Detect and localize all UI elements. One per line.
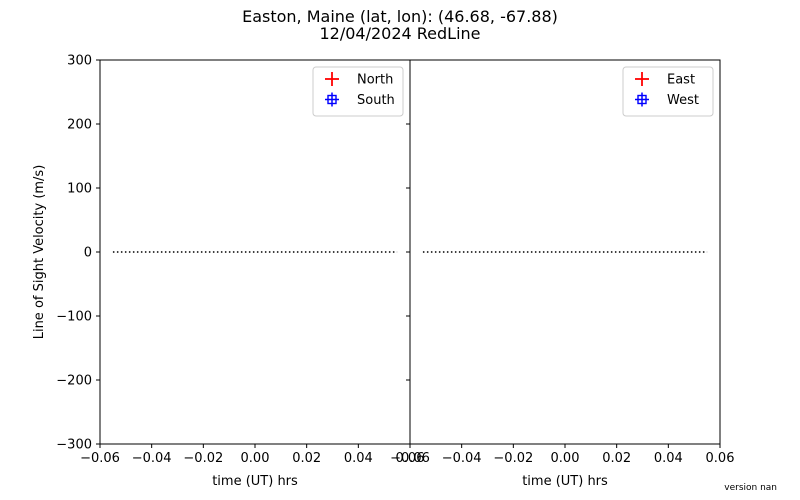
legend: East West xyxy=(622,66,714,117)
plot-frame xyxy=(409,59,721,445)
x-tick-label: −0.02 xyxy=(493,451,533,466)
x-tick-label: 0.06 xyxy=(706,451,735,466)
chart-title: Easton, Maine (lat, lon): (46.68, -67.88… xyxy=(242,7,558,26)
y-tick-label: 300 xyxy=(67,54,92,69)
x-tick-label: −0.02 xyxy=(183,451,223,466)
legend: North South xyxy=(312,66,404,117)
plot-frame xyxy=(99,59,411,445)
x-tick-label: 0.00 xyxy=(241,451,270,466)
y-tick-label: −100 xyxy=(56,310,92,325)
x-tick-label: 0.00 xyxy=(551,451,580,466)
version-label: version nan xyxy=(724,483,777,493)
y-tick-label: 0 xyxy=(84,246,92,261)
y-tick-label: 200 xyxy=(67,118,92,133)
north-south-panel: −0.06 −0.04 −0.02 0.00 0.02 0.04 0.06 −300 −200 −… xyxy=(32,54,424,490)
legend-label: South xyxy=(357,93,395,108)
y-tick-label: −300 xyxy=(56,438,92,453)
legend-label: East xyxy=(667,73,695,88)
x-axis-label: time (UT) hrs xyxy=(212,474,298,489)
x-tick-label: 0.02 xyxy=(292,451,321,466)
y-tick-label: 100 xyxy=(67,182,92,197)
x-tick-label: 0.02 xyxy=(602,451,631,466)
x-tick-label: −0.04 xyxy=(132,451,172,466)
x-axis-label: time (UT) hrs xyxy=(522,474,608,489)
y-tick-label: −200 xyxy=(56,374,92,389)
legend-marker-square xyxy=(637,94,647,105)
legend-label: North xyxy=(357,73,393,88)
legend-marker-square xyxy=(327,94,337,105)
x-tick-label: −0.04 xyxy=(442,451,482,466)
x-tick-label: 0.04 xyxy=(654,451,683,466)
east-west-panel: −0.06 −0.04 −0.02 0.00 0.02 0.04 0.06 time (UT)… xyxy=(390,59,735,489)
x-tick-label: 0.06 xyxy=(396,451,425,466)
chart-subtitle: 12/04/2024 RedLine xyxy=(319,24,480,43)
x-tick-label: −0.06 xyxy=(390,451,430,466)
y-axis-label: Line of Sight Velocity (m/s) xyxy=(32,165,47,340)
legend-label: West xyxy=(667,93,699,108)
x-tick-label: −0.06 xyxy=(80,451,120,466)
x-tick-label: 0.04 xyxy=(344,451,373,466)
